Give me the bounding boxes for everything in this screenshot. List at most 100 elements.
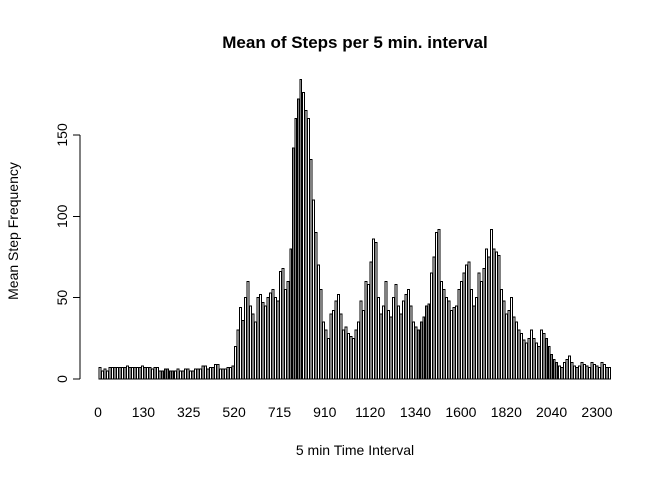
bar bbox=[251, 313, 255, 380]
bar bbox=[497, 254, 501, 380]
bar bbox=[469, 289, 473, 380]
x-tick-label: 715 bbox=[268, 404, 292, 420]
bar bbox=[414, 326, 418, 380]
bar bbox=[429, 272, 433, 380]
bar bbox=[291, 147, 295, 380]
bar bbox=[264, 305, 268, 380]
bar bbox=[394, 284, 398, 380]
y-tick-label: 0 bbox=[54, 375, 70, 383]
bar bbox=[600, 362, 604, 380]
x-tick-label: 1600 bbox=[445, 404, 476, 420]
bar bbox=[372, 238, 376, 380]
bar bbox=[166, 368, 170, 380]
bar bbox=[236, 329, 240, 380]
bar bbox=[274, 297, 278, 380]
bar bbox=[299, 79, 303, 380]
bar bbox=[319, 289, 323, 380]
bar bbox=[158, 370, 162, 380]
bar bbox=[367, 284, 371, 380]
bar bbox=[234, 345, 237, 380]
bar bbox=[261, 302, 265, 380]
bar bbox=[141, 365, 145, 380]
bar bbox=[407, 289, 411, 380]
bar bbox=[490, 228, 493, 380]
bar bbox=[329, 313, 333, 380]
bar bbox=[389, 316, 393, 380]
bar bbox=[186, 368, 190, 380]
bar bbox=[249, 305, 253, 380]
bar bbox=[587, 367, 591, 380]
bar bbox=[562, 362, 566, 380]
bar bbox=[176, 368, 180, 380]
bar bbox=[474, 297, 478, 380]
bar bbox=[281, 267, 285, 380]
bar bbox=[527, 337, 531, 380]
bar bbox=[537, 345, 541, 380]
bar bbox=[512, 316, 516, 380]
bar bbox=[392, 297, 396, 380]
bar bbox=[387, 310, 391, 380]
bar bbox=[510, 297, 514, 380]
bar bbox=[98, 367, 102, 380]
bar bbox=[276, 300, 280, 380]
bar bbox=[116, 367, 120, 380]
bar bbox=[502, 300, 506, 380]
bar bbox=[399, 313, 403, 380]
x-tick-label: 2300 bbox=[581, 404, 612, 420]
bar bbox=[377, 297, 381, 380]
bar bbox=[316, 264, 320, 380]
bar bbox=[492, 248, 496, 380]
chart-title: Mean of Steps per 5 min. interval bbox=[222, 33, 487, 52]
bar bbox=[161, 370, 165, 380]
bar bbox=[575, 367, 579, 380]
bar bbox=[259, 293, 263, 380]
bar bbox=[239, 306, 243, 380]
bar bbox=[344, 326, 348, 380]
bar bbox=[555, 362, 559, 380]
bar bbox=[183, 368, 187, 380]
bar bbox=[304, 110, 308, 380]
bar bbox=[229, 367, 232, 380]
x-tick-label: 130 bbox=[132, 404, 156, 420]
bar bbox=[422, 316, 426, 380]
bar bbox=[256, 297, 260, 380]
x-tick-label: 1120 bbox=[355, 404, 385, 420]
bar bbox=[326, 337, 330, 380]
bar bbox=[439, 280, 443, 380]
bar bbox=[565, 358, 569, 380]
bar bbox=[136, 367, 140, 380]
bar bbox=[271, 289, 275, 380]
bar bbox=[148, 367, 152, 380]
bar bbox=[301, 92, 305, 380]
bar bbox=[213, 363, 217, 380]
bar bbox=[279, 271, 283, 380]
bar bbox=[108, 367, 112, 380]
bar bbox=[369, 261, 373, 380]
bar bbox=[437, 228, 441, 380]
bar bbox=[364, 280, 368, 380]
bar bbox=[311, 199, 315, 380]
bar bbox=[409, 305, 413, 380]
x-tick-label: 325 bbox=[177, 404, 201, 420]
y-tick-label: 150 bbox=[54, 123, 70, 147]
bar bbox=[241, 319, 245, 380]
bar bbox=[482, 267, 486, 380]
bar bbox=[226, 367, 230, 380]
bar bbox=[547, 345, 551, 380]
bar bbox=[201, 365, 205, 380]
x-axis-label: 5 min Time Interval bbox=[296, 442, 414, 458]
bar bbox=[495, 251, 499, 380]
bar bbox=[221, 368, 225, 380]
bar bbox=[487, 256, 491, 380]
bar bbox=[138, 367, 142, 380]
bar bbox=[522, 339, 526, 380]
bar bbox=[131, 367, 135, 380]
bar bbox=[314, 232, 318, 380]
bar bbox=[520, 332, 524, 380]
bar bbox=[424, 305, 428, 380]
bar bbox=[331, 310, 335, 380]
bar bbox=[198, 368, 202, 380]
bar bbox=[208, 367, 212, 380]
y-tick-label: 50 bbox=[54, 290, 70, 306]
bar bbox=[246, 280, 250, 380]
